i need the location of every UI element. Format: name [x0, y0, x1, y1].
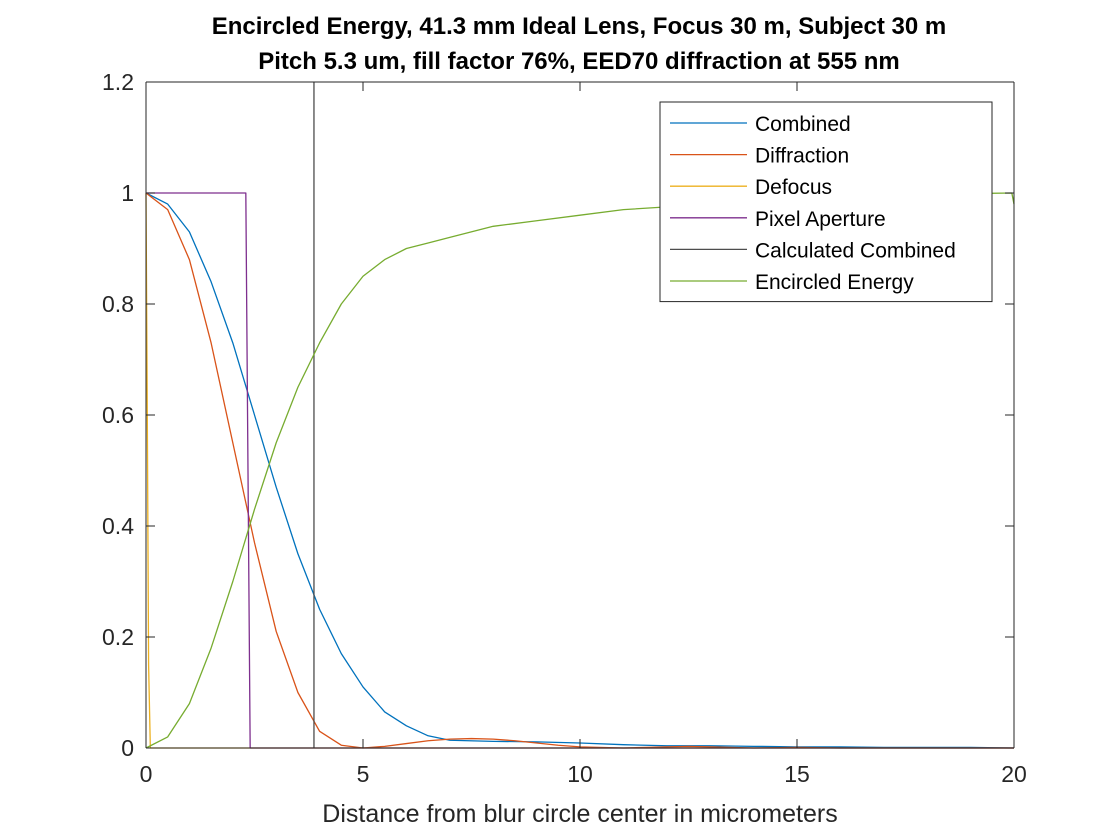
y-tick-label: 1.2 [102, 69, 134, 95]
legend-label-2: Defocus [755, 176, 832, 199]
legend-label-5: Encircled Energy [755, 271, 914, 294]
y-tick-label: 1 [121, 180, 134, 206]
legend-label-1: Diffraction [755, 145, 849, 168]
y-tick-label: 0 [121, 735, 134, 761]
y-tick-label: 0.6 [102, 402, 134, 428]
legend-label-0: Combined [755, 113, 851, 136]
legend-box [659, 101, 993, 303]
x-axis-label: Distance from blur circle center in micr… [322, 800, 837, 828]
y-tick-label: 0.4 [102, 513, 134, 539]
y-tick-label: 0.2 [102, 624, 134, 650]
chart-subtitle: Pitch 5.3 um, fill factor 76%, EED70 dif… [258, 48, 900, 75]
legend-label-3: Pixel Aperture [755, 208, 886, 231]
x-tick-label: 10 [567, 761, 593, 787]
x-tick-label: 0 [140, 761, 153, 787]
x-tick-label: 15 [784, 761, 810, 787]
x-tick-label: 20 [1001, 761, 1027, 787]
legend: Combined Diffraction Defocus Pixel Aperture… [659, 101, 993, 303]
y-tick-label: 0.8 [102, 291, 134, 317]
x-tick-label: 5 [357, 761, 370, 787]
legend-label-4: Calculated Combined [755, 239, 956, 262]
chart-title: Encircled Energy, 41.3 mm Ideal Lens, Fo… [212, 13, 947, 40]
series-line-0 [145, 192, 1015, 749]
